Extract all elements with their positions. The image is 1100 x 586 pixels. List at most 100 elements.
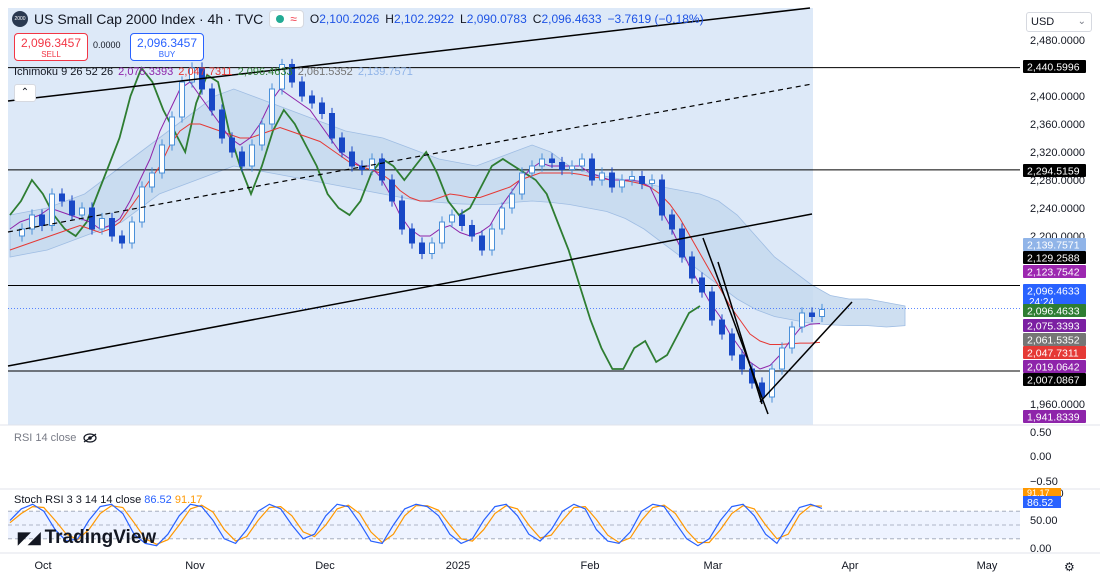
candle-body bbox=[559, 162, 565, 170]
time-tick-label: Oct bbox=[34, 560, 51, 572]
ichimoku-legend[interactable]: Ichimoku 9 26 52 26 2,075.3393 2,047.731… bbox=[14, 66, 415, 78]
stoch-k-badge-label: 86.52 bbox=[1027, 497, 1053, 509]
candle-body bbox=[319, 102, 325, 114]
candle-body bbox=[689, 256, 695, 279]
rsi-legend[interactable]: RSI 14 close bbox=[14, 432, 98, 444]
chart-background bbox=[813, 8, 1020, 425]
price-tick-label: 2,360.0000 bbox=[1030, 119, 1085, 131]
price-badge-label: 2,129.2588 bbox=[1027, 253, 1080, 265]
symbol-title[interactable]: US Small Cap 2000 Index · 4h · TVC bbox=[34, 11, 264, 27]
rsi-tick-label: −0.50 bbox=[1030, 476, 1058, 488]
price-badge bbox=[1023, 284, 1086, 308]
price-badge bbox=[1023, 164, 1086, 177]
candle-body bbox=[449, 214, 455, 223]
candle-body bbox=[289, 64, 295, 83]
stoch-k-line bbox=[9, 503, 823, 547]
candle-body bbox=[809, 312, 815, 317]
candle-body bbox=[789, 326, 795, 349]
gear-icon[interactable]: ⚙ bbox=[1064, 560, 1075, 574]
buy-button[interactable]: 2,096.3457 BUY bbox=[130, 33, 204, 61]
wedge-lower-line bbox=[717, 261, 763, 405]
candle-body bbox=[779, 347, 785, 370]
upper-channel-line bbox=[7, 7, 811, 102]
candle-body bbox=[79, 207, 85, 216]
candle-body bbox=[229, 137, 235, 153]
candle-body bbox=[699, 277, 705, 293]
data-mode-icon: ≈ bbox=[290, 12, 297, 26]
candle-body bbox=[189, 67, 195, 83]
currency-select[interactable]: USD ⌄ bbox=[1026, 12, 1092, 32]
stoch-d-badge bbox=[1023, 488, 1061, 497]
price-badge bbox=[1023, 410, 1086, 423]
candle-body bbox=[279, 64, 285, 90]
time-tick-label: Apr bbox=[841, 560, 858, 572]
price-badge-label: 2,061.5352 bbox=[1027, 335, 1080, 347]
price-badge bbox=[1023, 60, 1086, 73]
buy-price: 2,096.3457 bbox=[136, 36, 198, 50]
candle-body bbox=[719, 319, 725, 335]
price-badge-label: 2,047.7311 bbox=[1027, 348, 1079, 360]
rsi-tick-label: 0.00 bbox=[1030, 451, 1051, 463]
high-value: 2,102.2922 bbox=[393, 12, 455, 26]
tradingview-logo[interactable]: ◤◢ TradingView bbox=[18, 527, 156, 549]
spread-value: 0.0000 bbox=[93, 40, 121, 50]
rsi-tick-label: 0.50 bbox=[1030, 427, 1051, 439]
candle-body bbox=[139, 186, 145, 223]
candle-body bbox=[459, 214, 465, 226]
time-tick-label: Dec bbox=[315, 560, 335, 572]
trend-drawings[interactable] bbox=[7, 7, 853, 415]
sell-price: 2,096.3457 bbox=[20, 36, 82, 50]
candle-body bbox=[619, 179, 625, 188]
candle-body bbox=[89, 207, 95, 230]
candle-body bbox=[329, 113, 335, 139]
price-candles bbox=[19, 58, 825, 403]
price-tick-label: 2,240.0000 bbox=[1030, 203, 1085, 215]
candle-body bbox=[179, 81, 185, 118]
candle-body bbox=[339, 137, 345, 153]
candle-body bbox=[649, 179, 655, 184]
lagging-span-line bbox=[9, 66, 701, 370]
time-axis[interactable]: Oct Nov Dec 2025 Feb Mar Apr May bbox=[0, 552, 1100, 572]
change-value: −3.7619 (−0.18%) bbox=[607, 12, 704, 26]
candle-body bbox=[679, 228, 685, 258]
buy-label: BUY bbox=[158, 50, 176, 59]
ichimoku-lagging-value: 2,096.4633 bbox=[237, 66, 293, 78]
candle-body bbox=[609, 172, 615, 188]
candle-body bbox=[659, 179, 665, 216]
candle-body bbox=[299, 81, 305, 97]
time-tick-label: 2025 bbox=[446, 560, 470, 572]
candle-body bbox=[119, 235, 125, 244]
candle-body bbox=[239, 151, 245, 167]
eye-icon[interactable] bbox=[83, 433, 98, 443]
time-tick-label: Feb bbox=[581, 560, 600, 572]
candle-body bbox=[69, 200, 75, 216]
sell-button[interactable]: 2,096.3457 SELL bbox=[14, 33, 88, 61]
price-badge-label: 2,294.5159 bbox=[1027, 166, 1080, 178]
sell-label: SELL bbox=[41, 50, 61, 59]
tradingview-mark-icon: ◤◢ bbox=[18, 530, 41, 547]
candle-body bbox=[599, 172, 605, 181]
stoch-k-value: 86.52 bbox=[144, 494, 172, 506]
countdown-label: 24:24 bbox=[1029, 297, 1054, 308]
candle-body bbox=[819, 309, 825, 317]
stoch-d-line bbox=[9, 504, 823, 545]
stoch-legend[interactable]: Stoch RSI 3 3 14 14 close 86.52 91.17 bbox=[14, 494, 202, 506]
candle-body bbox=[629, 176, 635, 181]
price-badge-label: 2,096.4633 bbox=[1027, 306, 1080, 318]
price-tick-label: 1,960.0000 bbox=[1030, 399, 1085, 411]
candle-body bbox=[589, 158, 595, 181]
candle-body bbox=[249, 144, 255, 167]
candle-body bbox=[519, 172, 525, 195]
price-tick-label: 2,480.0000 bbox=[1030, 35, 1085, 47]
collapse-legend-button[interactable]: ⌃ bbox=[14, 84, 36, 102]
candle-body bbox=[399, 200, 405, 230]
currency-value: USD bbox=[1031, 16, 1055, 28]
market-status-pill[interactable]: ≈ bbox=[269, 10, 304, 28]
candle-body bbox=[639, 176, 645, 184]
stoch-k-badge bbox=[1023, 496, 1061, 508]
price-tick-label: 2,320.0000 bbox=[1030, 147, 1085, 159]
candle-body bbox=[539, 158, 545, 167]
price-badge bbox=[1023, 346, 1086, 359]
stoch-d-badge-label: 91.17 bbox=[1027, 488, 1050, 498]
